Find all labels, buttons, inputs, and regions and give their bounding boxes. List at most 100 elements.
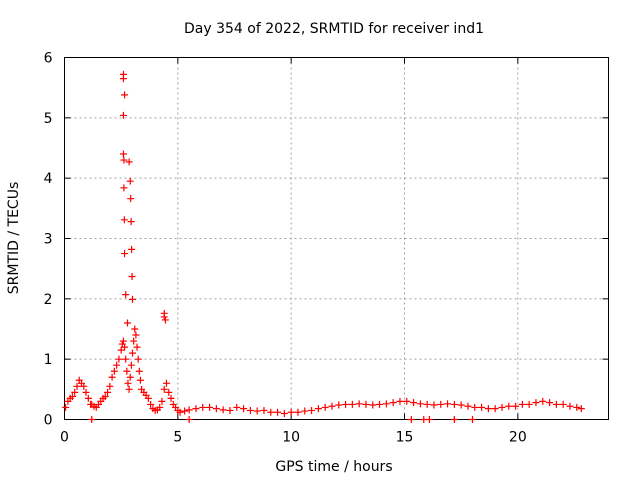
- data-point: [423, 400, 431, 408]
- data-point: [321, 403, 329, 411]
- y-tick-label: 0: [44, 413, 53, 429]
- y-tick-label: 4: [44, 171, 53, 187]
- data-point: [471, 403, 479, 411]
- data-point: [559, 400, 567, 408]
- data-point: [233, 403, 241, 411]
- data-point: [101, 393, 109, 401]
- data-point: [119, 75, 127, 83]
- data-point: [464, 402, 472, 410]
- axis-ticks: 0 5 10 15 20 0 1 2 3 4 5 6: [44, 51, 609, 446]
- data-point: [342, 400, 350, 408]
- data-point: [444, 400, 452, 408]
- data-point: [491, 405, 499, 413]
- data-point: [144, 394, 152, 402]
- data-point: [128, 273, 136, 281]
- data-point: [212, 405, 220, 413]
- data-point: [505, 402, 513, 410]
- y-tick-label: 1: [44, 352, 53, 368]
- data-point: [115, 355, 123, 363]
- x-tick-label: 5: [173, 430, 182, 446]
- x-axis-label: GPS time / hours: [275, 459, 392, 475]
- data-point: [335, 401, 343, 409]
- data-point: [219, 406, 227, 414]
- data-point: [104, 388, 112, 396]
- data-point: [328, 402, 336, 410]
- data-point: [124, 319, 132, 327]
- data-point: [120, 156, 128, 164]
- data-point: [88, 416, 96, 423]
- data-point: [382, 400, 390, 408]
- data-point: [348, 400, 356, 408]
- data-point: [450, 416, 458, 423]
- data-point: [121, 343, 129, 351]
- data-point: [294, 408, 302, 416]
- data-point: [410, 399, 418, 407]
- data-point: [119, 150, 127, 158]
- data-point: [532, 399, 540, 407]
- data-point: [132, 331, 140, 339]
- data-point: [167, 394, 175, 402]
- data-point: [437, 400, 445, 408]
- data-point: [127, 218, 135, 226]
- data-points: [62, 70, 585, 423]
- data-point: [369, 401, 377, 409]
- data-point: [106, 382, 114, 390]
- x-tick-label: 0: [60, 430, 69, 446]
- data-point: [469, 416, 476, 423]
- data-point: [478, 403, 486, 411]
- data-point: [160, 313, 168, 321]
- data-point: [163, 379, 170, 387]
- data-point: [131, 325, 139, 333]
- data-point: [84, 394, 92, 402]
- data-point: [80, 382, 88, 390]
- data-point: [552, 400, 560, 408]
- data-point: [73, 382, 81, 390]
- data-point: [355, 400, 363, 408]
- data-point: [133, 343, 141, 351]
- data-point: [253, 407, 261, 415]
- data-point: [376, 400, 384, 408]
- data-point: [403, 397, 411, 405]
- data-point: [362, 400, 370, 408]
- data-point: [119, 337, 127, 345]
- data-point: [199, 403, 207, 411]
- data-point: [134, 355, 142, 363]
- data-point: [165, 388, 173, 396]
- data-point: [274, 408, 282, 416]
- data-point: [176, 408, 184, 416]
- data-point: [287, 408, 295, 416]
- data-point: [457, 401, 465, 409]
- data-point: [450, 400, 458, 408]
- data-point: [314, 405, 322, 413]
- data-point: [117, 346, 125, 354]
- data-point: [122, 291, 130, 299]
- data-point: [68, 393, 76, 401]
- grid-lines: [64, 57, 609, 420]
- data-point: [206, 403, 214, 411]
- data-point: [82, 388, 90, 396]
- data-point: [512, 402, 520, 410]
- data-point: [525, 400, 533, 408]
- data-point: [135, 367, 143, 375]
- x-tick-label: 15: [396, 430, 414, 446]
- x-tick-label: 10: [282, 430, 300, 446]
- y-tick-label: 6: [44, 51, 53, 67]
- data-point: [129, 349, 136, 357]
- data-point: [430, 401, 438, 409]
- data-point: [126, 373, 134, 381]
- data-point: [539, 397, 547, 405]
- data-point: [130, 337, 138, 345]
- data-point: [128, 245, 136, 253]
- data-point: [518, 400, 526, 408]
- data-point: [577, 405, 585, 413]
- data-point: [113, 361, 121, 369]
- data-point: [301, 407, 309, 415]
- y-tick-label: 3: [44, 232, 53, 248]
- data-point: [147, 400, 155, 408]
- data-point: [129, 295, 136, 303]
- y-axis-label: SRMTID / TECUs: [6, 182, 22, 295]
- data-point: [136, 376, 144, 384]
- data-point: [181, 407, 189, 415]
- data-point: [119, 111, 127, 119]
- y-tick-label: 2: [44, 292, 53, 308]
